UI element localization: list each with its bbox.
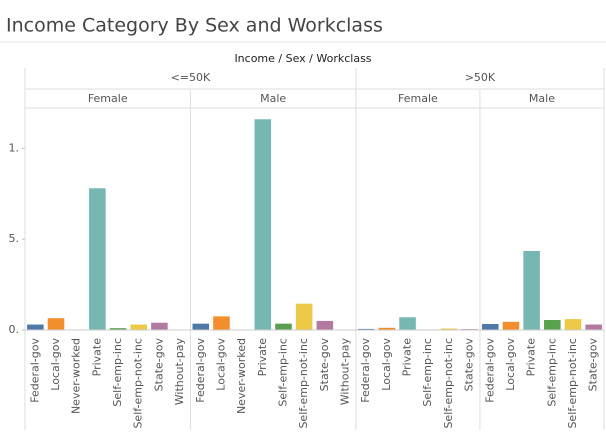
bar [89,188,106,330]
x-tick-label: Federal-gov [483,338,496,403]
y-tick-label: 5. [9,232,20,245]
bar [585,324,602,330]
x-tick-label: Self-emp-not-inc [132,338,145,429]
sex-header: Male [529,92,555,105]
x-tick-label: State-gov [463,338,476,392]
x-tick-label: State-gov [318,338,331,392]
y-tick-label: 0. [9,323,20,336]
bar [151,322,168,330]
x-tick-label: Self-emp-not-inc [297,338,310,429]
income-header: >50K [465,71,496,84]
bar [481,324,499,330]
x-tick-label: Federal-gov [194,338,207,403]
bar [378,327,396,330]
bar [295,303,313,330]
x-tick-label: State-gov [152,338,165,392]
x-tick-label: Without-pay [173,338,186,406]
bar [399,317,416,330]
bar [544,320,561,330]
bar [213,316,230,330]
x-tick-label: Private [256,338,269,377]
x-tick-label: Private [525,338,538,377]
bar [275,323,292,330]
x-tick-label: Local-gov [49,338,62,391]
bar [564,319,582,330]
x-tick-label: Self-emp-inc [421,338,434,407]
x-tick-label: Without-pay [339,338,352,406]
bar [130,324,148,330]
x-tick-label: Self-emp-inc [111,338,124,407]
y-tick-label: 1. [9,141,20,154]
x-tick-label: State-gov [587,338,600,392]
chart-title: Income Category By Sex and Workclass [6,15,383,37]
bar [192,323,210,330]
x-tick-label: Self-emp-inc [545,338,558,407]
sex-header: Female [398,92,438,105]
bar [357,328,375,330]
bar [316,320,334,330]
x-tick-label: Federal-gov [359,338,372,403]
x-tick-label: Private [90,338,103,377]
sex-header: Female [88,92,128,105]
bar [440,328,458,330]
bar [523,250,540,330]
bar [109,328,127,330]
x-tick-label: Federal-gov [28,338,41,403]
sex-header: Male [260,92,286,105]
x-tick-label: Self-emp-not-inc [442,338,455,429]
header: Income / Sex / Workclass [234,52,371,65]
bar [47,318,65,330]
x-tick-label: Local-gov [504,338,517,391]
income-header: <=50K [171,71,211,84]
x-tick-label: Never-worked [70,338,83,414]
bar [502,321,520,330]
x-tick-label: Local-gov [380,338,393,391]
x-tick-label: Local-gov [214,338,227,391]
bar [254,119,272,331]
x-tick-label: Never-worked [235,338,248,414]
x-tick-label: Self-emp-inc [276,338,289,407]
bar [27,324,44,330]
x-tick-label: Private [401,338,414,377]
x-tick-label: Self-emp-not-inc [566,338,579,429]
